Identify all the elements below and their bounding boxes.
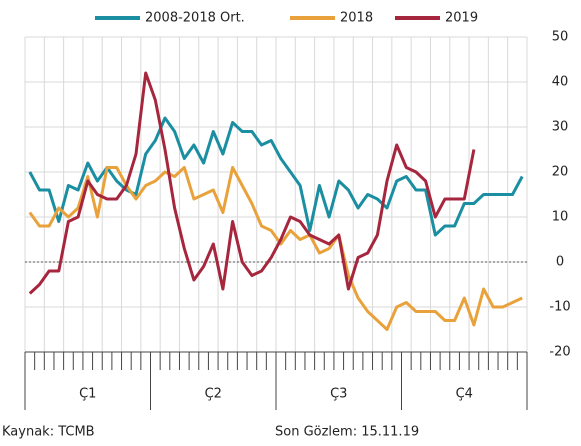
series-line [28,166,523,331]
quarter-label: Ç1 [79,387,96,402]
y-tick-label: -20 [549,345,570,360]
y-tick-label: 0 [556,255,564,270]
legend-label: 2019 [445,11,478,26]
legend-label: 2008-2018 Ort. [145,11,245,26]
series-line [28,116,524,237]
series-line [28,71,476,295]
y-tick-label: 50 [552,30,569,45]
quarter-label: Ç3 [330,387,347,402]
quarter-label: Ç2 [205,387,222,402]
y-tick-label: -10 [549,300,570,315]
last-observation-note: Son Gözlem: 15.11.19 [275,425,419,440]
quarter-label: Ç4 [456,387,473,402]
y-tick-label: 40 [552,75,569,90]
y-tick-label: 10 [552,210,569,225]
y-tick-label: 30 [552,120,569,135]
legend-label: 2018 [340,11,373,26]
source-note: Kaynak: TCMB [2,425,95,440]
y-tick-label: 20 [552,165,569,180]
